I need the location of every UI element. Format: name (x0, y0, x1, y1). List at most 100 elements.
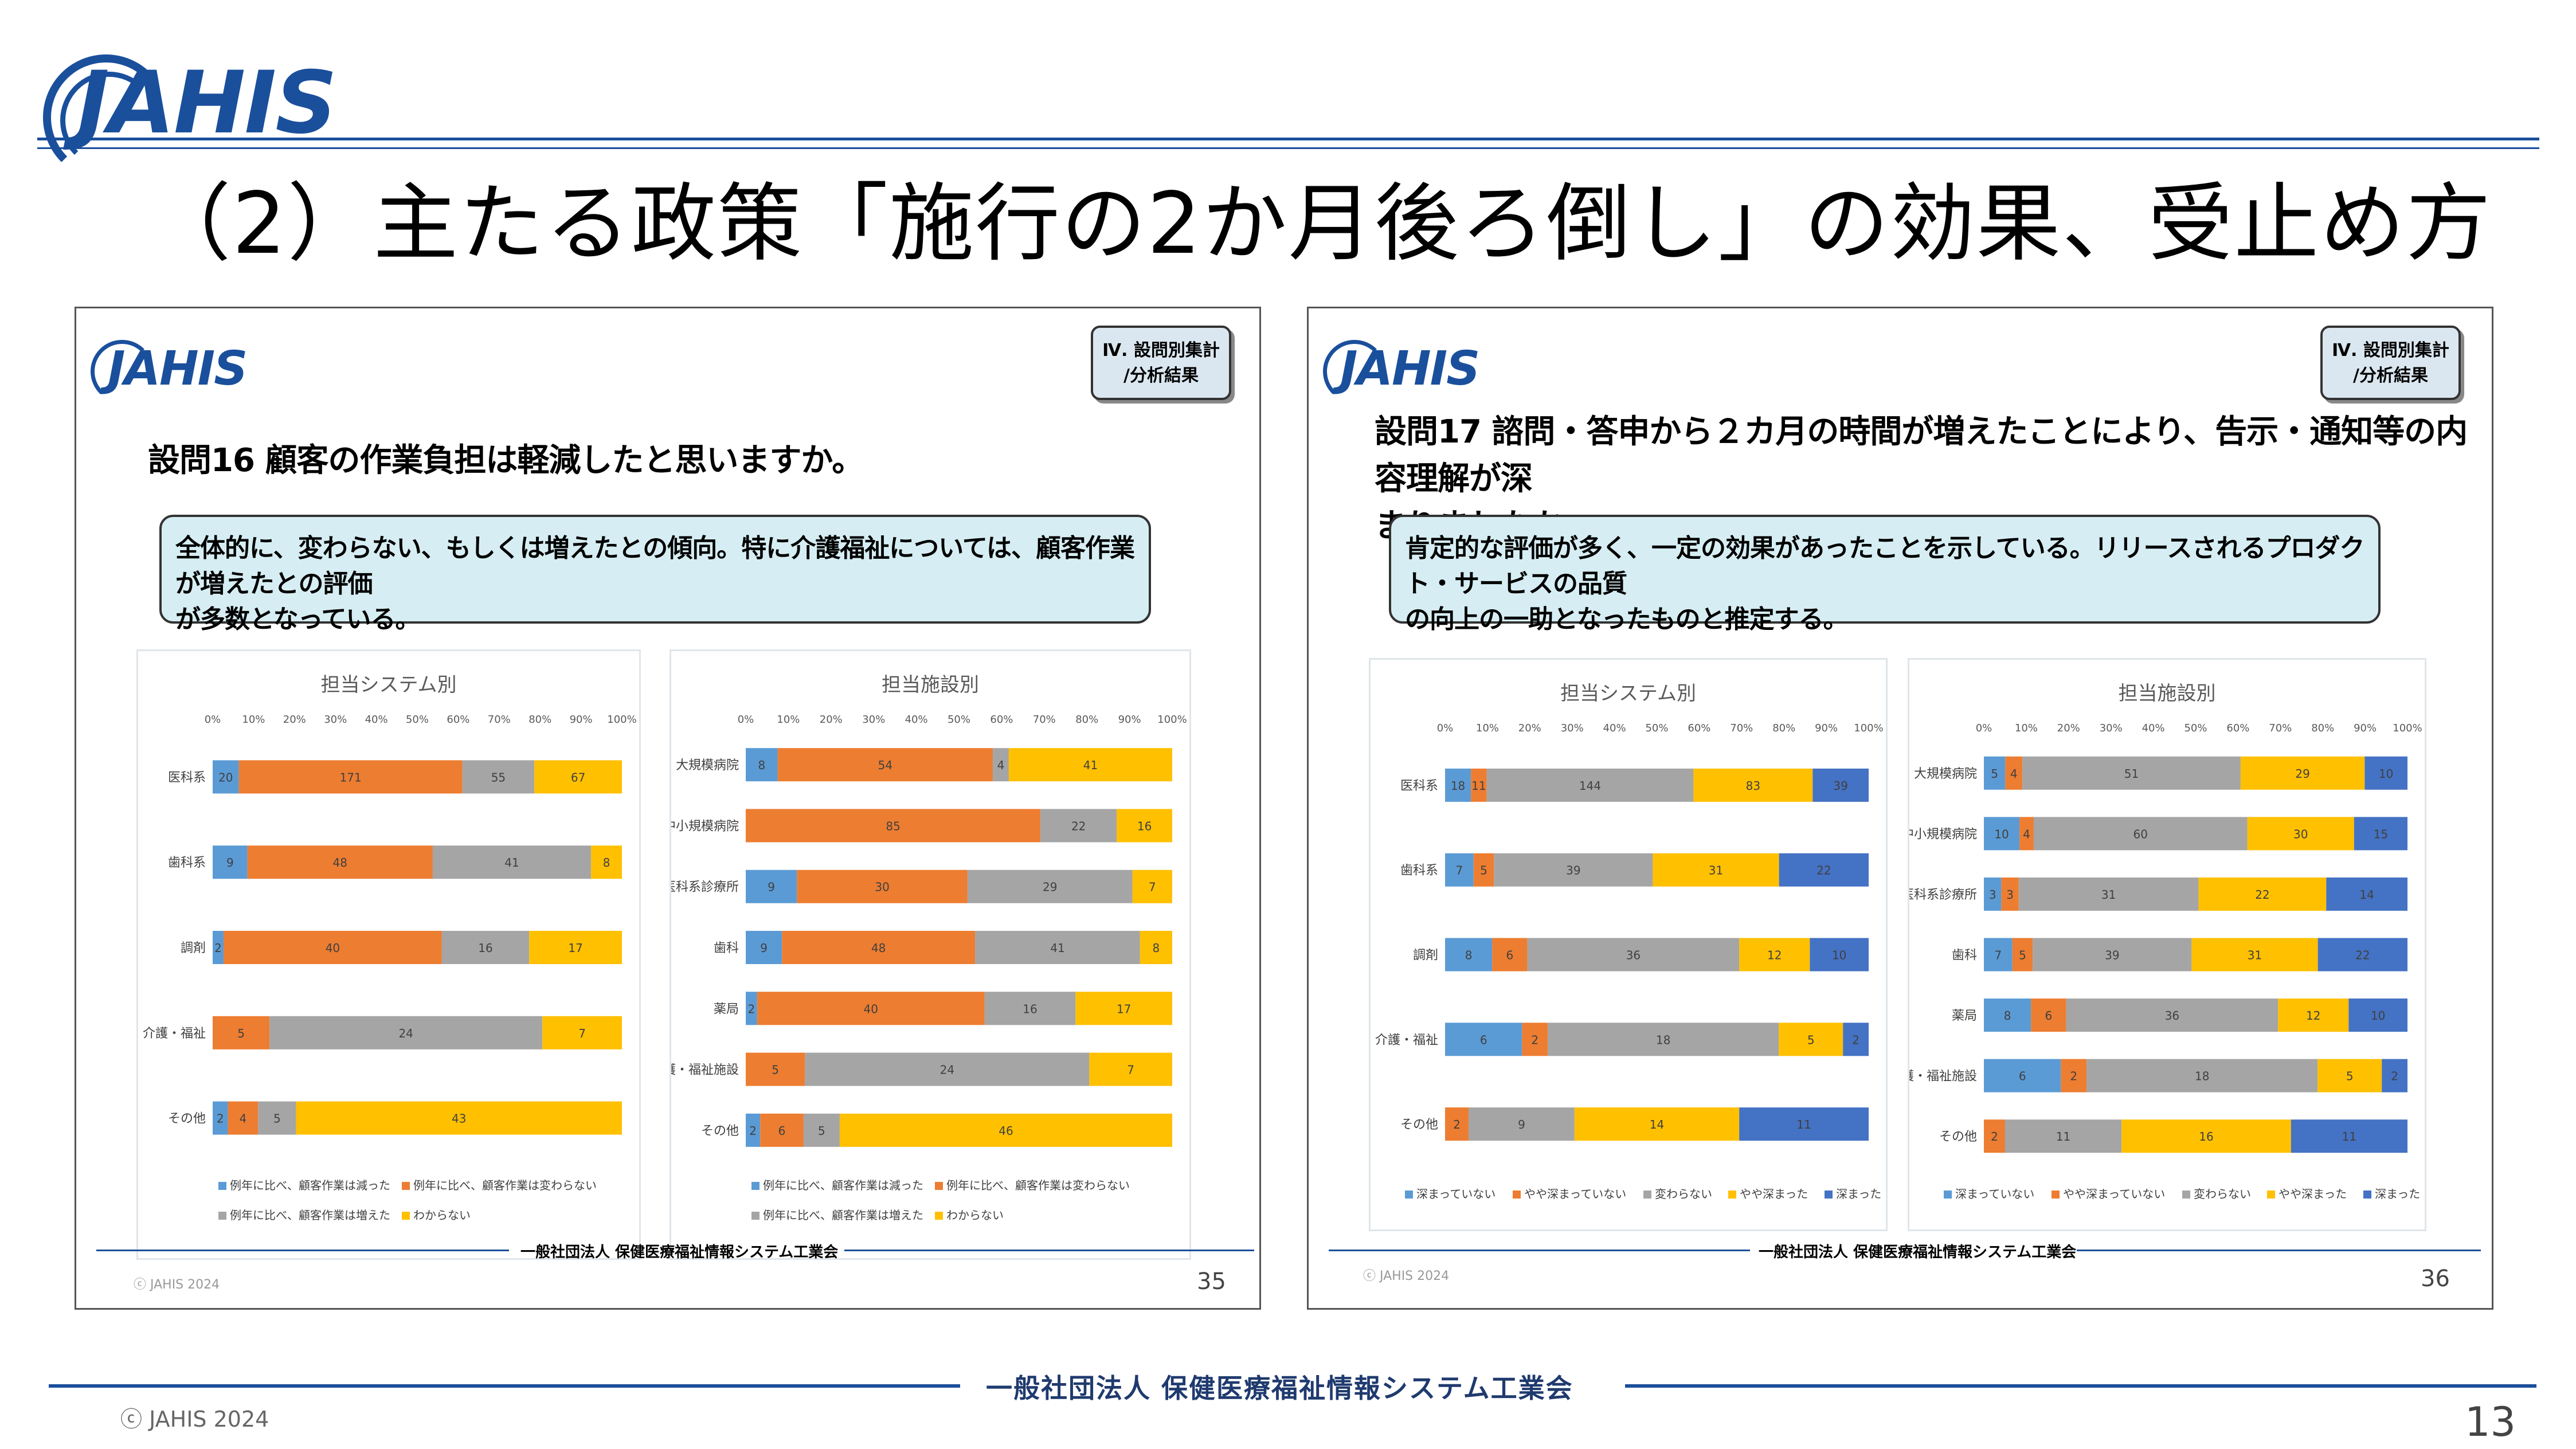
data-label: 5 (1991, 767, 1998, 781)
bar-segment (2348, 998, 2407, 1032)
bar-segment (1984, 998, 2031, 1032)
x-tick-label: 100% (2393, 722, 2422, 734)
data-label: 6 (1506, 949, 1514, 962)
data-label: 2 (2070, 1070, 2077, 1083)
x-tick-label: 100% (607, 714, 636, 726)
legend-swatch (1643, 1190, 1651, 1199)
data-label: 40 (864, 1002, 878, 1016)
bar-segment (2364, 756, 2407, 790)
category-label: 歯科 (1952, 949, 1977, 963)
data-label: 5 (273, 1112, 281, 1126)
chart-system-q17: 担当システム別 0% 10% 20% 30% 40% 50% 60% 70% 80% 90% 100%… (1369, 658, 1888, 1231)
data-label: 14 (2359, 888, 2374, 902)
panel-logo: JAHIS (91, 340, 263, 403)
bar-segment (1810, 938, 1869, 972)
data-label: 12 (2306, 1009, 2320, 1023)
data-label: 48 (333, 856, 347, 870)
data-label: 10 (1832, 949, 1846, 962)
bar-segment (746, 1113, 761, 1147)
data-label: 10 (2379, 767, 2393, 781)
data-label: 5 (2346, 1070, 2354, 1083)
data-label: 2 (217, 1112, 224, 1126)
bar-segment (1812, 768, 1869, 802)
chart-system-q16: 担当システム別 0% 10% 20% 30% 40% 50% 60% 70% 80% 90% 100%… (136, 649, 641, 1260)
bar-segment (228, 1101, 259, 1135)
legend-label: やや深まった (1740, 1187, 1808, 1201)
legend-label: やや深まっていない (2063, 1187, 2165, 1201)
panel-footer-rule-left (1329, 1250, 1750, 1251)
bar-segment (2191, 938, 2318, 972)
data-label: 11 (2342, 1130, 2356, 1143)
legend-swatch (2182, 1190, 2190, 1199)
legend-swatch (218, 1182, 226, 1190)
category-label: 歯科系 (168, 856, 206, 870)
data-label: 7 (1995, 949, 2002, 962)
bar-segment (1445, 1023, 1522, 1056)
data-label: 17 (568, 941, 582, 955)
legend-label: 深まっていない (1955, 1187, 2034, 1201)
x-tick-label: 40% (2142, 722, 2165, 734)
legend-swatch (2267, 1190, 2275, 1199)
section-badge: Ⅳ. 設問別集計 /分析結果 (2320, 326, 2461, 400)
category-label: 歯科 (714, 941, 739, 955)
category-label: その他 (701, 1124, 739, 1138)
panel-copyright: ⓒ JAHIS 2024 (1363, 1269, 1450, 1283)
bar-segment (2061, 1059, 2087, 1092)
page-number: 13 (2465, 1399, 2516, 1446)
data-label: 2 (2391, 1070, 2398, 1083)
bar-segment (1984, 1059, 2061, 1092)
legend-label: わからない (946, 1208, 1004, 1222)
data-label: 5 (237, 1027, 245, 1040)
bar-segment (441, 931, 530, 964)
x-tick-label: 80% (1075, 714, 1098, 726)
data-label: 6 (778, 1124, 786, 1138)
summary-box: 全体的に、変わらない、もしくは増えたとの傾向。特に介護福祉については、顧客作業が… (159, 515, 1151, 634)
bar-segment (462, 760, 535, 794)
x-tick-label: 90% (570, 714, 593, 726)
bar-segment (2198, 877, 2327, 911)
data-label: 55 (491, 770, 506, 784)
bar-segment (213, 1016, 270, 1049)
bar-segment (2033, 938, 2192, 972)
bar-segment (432, 845, 592, 879)
bar-segment (984, 992, 1076, 1025)
bar-segment (805, 1052, 1090, 1086)
bar-segment (1008, 748, 1172, 782)
data-label: 15 (2374, 827, 2388, 841)
legend-label: 深まった (1836, 1187, 1881, 1201)
data-label: 2 (1991, 1130, 1998, 1143)
x-tick-label: 70% (2269, 722, 2292, 734)
data-label: 41 (504, 856, 519, 870)
data-label: 8 (603, 856, 610, 870)
footer-rule-left (49, 1384, 960, 1388)
category-label: 介護・福祉 (1375, 1033, 1438, 1047)
bar-segment (746, 748, 778, 782)
x-tick-label: 10% (242, 714, 265, 726)
bar-segment (269, 1016, 543, 1049)
data-label: 8 (1153, 941, 1160, 955)
x-tick-label: 100% (1854, 722, 1883, 734)
chart-title: 担当システム別 (1560, 682, 1696, 705)
x-tick-label: 30% (1561, 722, 1584, 734)
legend-swatch (1513, 1190, 1521, 1199)
panel-footer-org: 一般社団法人 保健医療福祉情報システム工業会 (1759, 1244, 2077, 1261)
bar-segment (542, 1016, 622, 1049)
data-label: 36 (2165, 1009, 2179, 1023)
chart-svg: 担当施設別 0% 10% 20% 30% 40% 50% 60% 70% 80% 90% 100% 大規… (1909, 682, 2422, 1201)
bar-segment (2066, 998, 2279, 1032)
bar-segment (746, 870, 797, 903)
bar-segment (213, 760, 239, 794)
bar-segment (760, 1113, 804, 1147)
legend-label: やや深まった (2279, 1187, 2347, 1201)
x-tick-label: 60% (447, 714, 469, 726)
data-label: 17 (1117, 1002, 1131, 1016)
bar-segment (1492, 938, 1528, 972)
data-label: 16 (1023, 1002, 1037, 1016)
x-tick-label: 50% (948, 714, 970, 726)
data-label: 2 (1531, 1033, 1538, 1047)
data-label: 31 (1709, 864, 1723, 878)
bar-segment (1471, 768, 1487, 802)
data-label: 5 (772, 1063, 779, 1077)
data-label: 12 (1767, 949, 1782, 962)
legend-swatch (1728, 1190, 1736, 1199)
